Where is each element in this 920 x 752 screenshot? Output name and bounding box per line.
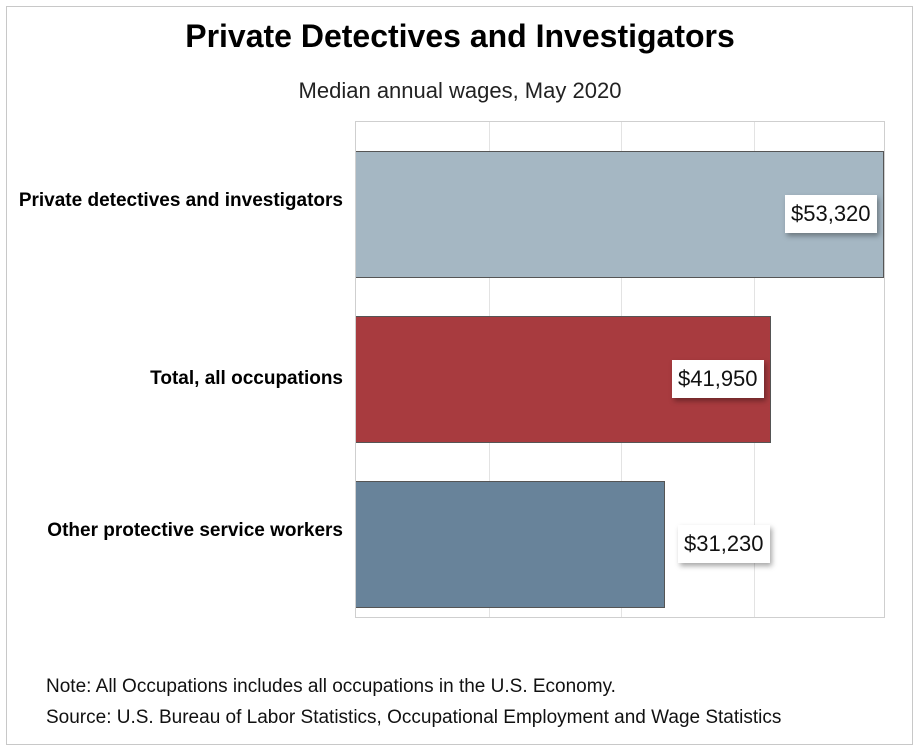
chart-title: Private Detectives and Investigators (185, 18, 735, 54)
value-label-0: $53,320 (785, 194, 877, 233)
chart-source: Source: U.S. Bureau of Labor Statistics,… (46, 707, 782, 728)
value-label-2: $31,230 (678, 524, 770, 563)
category-label-0: Private detectives and investigators (18, 189, 343, 211)
chart-subtitle: Median annual wages, May 2020 (298, 78, 622, 103)
chart-note: Note: All Occupations includes all occup… (46, 676, 616, 697)
category-label-1: Total, all occupations (150, 367, 343, 389)
category-label-2: Other protective service workers (47, 519, 343, 541)
bar-2 (356, 481, 665, 608)
value-label-1: $41,950 (672, 359, 764, 398)
